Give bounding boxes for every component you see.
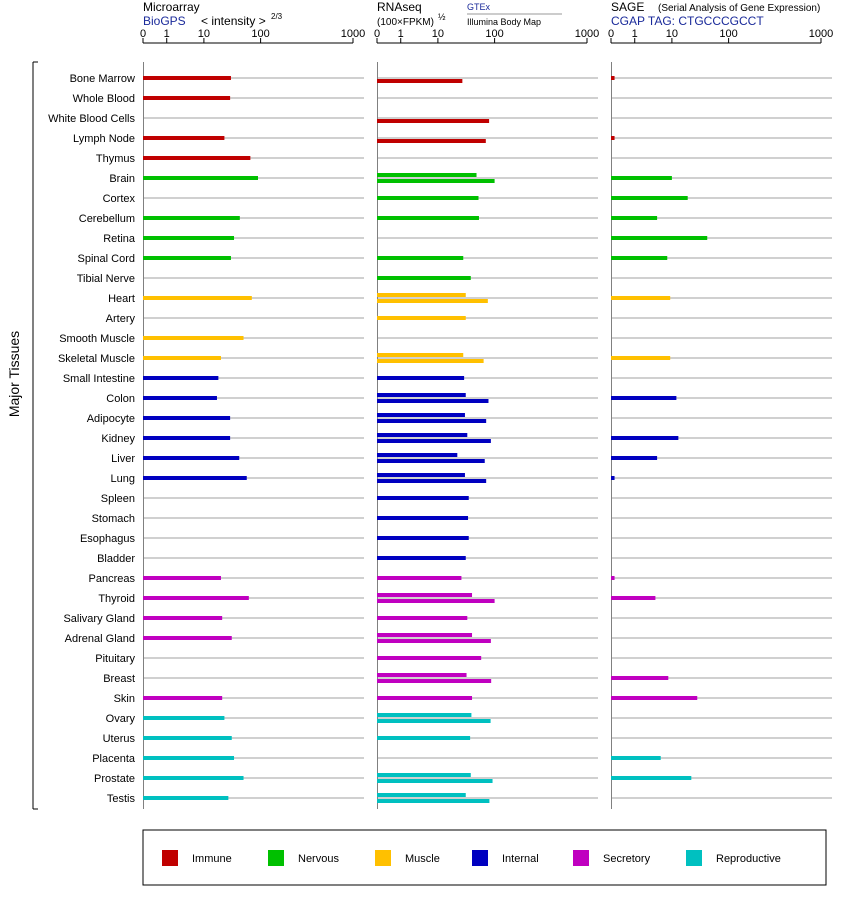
sage-tick-label: 1 — [632, 28, 638, 40]
tissue-label: Thyroid — [98, 593, 135, 605]
tissue-label: Artery — [106, 313, 136, 325]
rnaseq-title: RNAseq — [377, 0, 422, 14]
tissue-label: Prostate — [94, 773, 135, 785]
microarray-scale-exponent: 2/3 — [271, 12, 283, 21]
illumina-source: Illumina Body Map — [467, 17, 541, 27]
tissue-label: Smooth Muscle — [59, 333, 135, 345]
tissue-label: Bladder — [97, 553, 135, 565]
tissue-label: Spinal Cord — [78, 253, 135, 265]
microarray-tick-label: 10 — [198, 28, 210, 40]
gtex-source[interactable]: GTEx — [467, 2, 491, 12]
biogps-source[interactable]: BioGPS — [143, 14, 186, 28]
cgap-tag-label[interactable]: CGAP TAG: CTGCCCGCCT — [611, 14, 764, 28]
tissue-label: Tibial Nerve — [77, 273, 135, 285]
tissue-label: Spleen — [101, 493, 135, 505]
tissue-label: Ovary — [106, 713, 136, 725]
panel-headers: Microarray BioGPS < intensity > 2/3 RNAs… — [143, 0, 820, 28]
tissue-label: Liver — [111, 453, 135, 465]
sage-tick-label: 10 — [666, 28, 678, 40]
legend-swatch-nervous — [268, 850, 284, 866]
sage-subtitle: (Serial Analysis of Gene Expression) — [658, 3, 820, 14]
rnaseq-tick-label: 1 — [398, 28, 404, 40]
microarray-scale-label: < intensity > — [201, 14, 266, 28]
tissue-label: Breast — [103, 673, 135, 685]
tissue-label: Heart — [108, 293, 135, 305]
legend-frame — [142, 829, 827, 886]
legend: Immune Nervous Muscle Internal Secretory Repr… — [142, 829, 827, 886]
tissue-label: Skin — [114, 693, 135, 705]
legend-swatch-muscle — [375, 850, 391, 866]
rnaseq-scale-label: (100×FPKM) — [377, 17, 434, 28]
tissue-label: Kidney — [101, 433, 135, 445]
rnaseq-tick-label: 10 — [432, 28, 444, 40]
legend-label-internal: Internal — [502, 853, 539, 865]
panels: 0 1 10 100 1000 0 1 10 100 1000 0 1 10 100 1000 — [140, 28, 833, 809]
microarray-tick-label: 100 — [251, 28, 269, 40]
tissue-label: Skeletal Muscle — [58, 353, 135, 365]
microarray-panel: 0 1 10 100 1000 — [140, 28, 365, 809]
sage-tick-label: 1000 — [809, 28, 833, 40]
sage-panel: 0 1 10 100 1000 — [608, 28, 833, 809]
legend-label-reproductive: Reproductive — [716, 853, 781, 865]
tissue-label: Retina — [103, 233, 136, 245]
tissue-label: Salivary Gland — [63, 613, 135, 625]
tissue-label: Whole Blood — [73, 93, 135, 105]
legend-swatch-secretory — [573, 850, 589, 866]
tissue-label: White Blood Cells — [48, 113, 135, 125]
tissue-label: Esophagus — [80, 533, 136, 545]
tissue-label: Adipocyte — [87, 413, 135, 425]
tissue-label: Uterus — [103, 733, 136, 745]
sage-tick-label: 100 — [719, 28, 737, 40]
rnaseq-tick-label: 100 — [485, 28, 503, 40]
microarray-tick-label: 1 — [164, 28, 170, 40]
legend-label-secretory: Secretory — [603, 853, 651, 865]
legend-swatch-immune — [162, 850, 178, 866]
tissue-label: Colon — [106, 393, 135, 405]
legend-label-nervous: Nervous — [298, 853, 339, 865]
rnaseq-scale-exponent: ½ — [438, 12, 446, 22]
legend-label-muscle: Muscle — [405, 853, 440, 865]
legend-swatch-reproductive — [686, 850, 702, 866]
tissue-label: Cortex — [103, 193, 136, 205]
rnaseq-tick-label: 0 — [374, 28, 380, 40]
y-axis-label: Major Tissues — [6, 331, 22, 417]
tissue-labels: Bone Marrow Whole Blood White Blood Cells L… — [48, 73, 136, 805]
tissue-label: Adrenal Gland — [65, 633, 135, 645]
microarray-tick-label: 1000 — [341, 28, 365, 40]
microarray-title: Microarray — [143, 0, 200, 14]
legend-swatch-internal — [472, 850, 488, 866]
tissue-label: Pituitary — [95, 653, 135, 665]
rnaseq-panel: 0 1 10 100 1000 — [374, 28, 599, 809]
tissue-label: Thymus — [96, 153, 136, 165]
tissue-label: Brain — [109, 173, 135, 185]
tissue-label: Stomach — [92, 513, 135, 525]
tissue-label: Pancreas — [89, 573, 136, 585]
tissue-label: Cerebellum — [79, 213, 135, 225]
legend-label-immune: Immune — [192, 853, 232, 865]
rnaseq-tick-label: 1000 — [575, 28, 599, 40]
tissue-label: Testis — [107, 793, 136, 805]
sage-title: SAGE — [611, 0, 644, 14]
microarray-tick-label: 0 — [140, 28, 146, 40]
tissue-label: Placenta — [92, 753, 136, 765]
tissue-label: Lung — [111, 473, 135, 485]
y-axis: Major Tissues — [6, 61, 38, 810]
tissue-label: Bone Marrow — [70, 73, 135, 85]
sage-tick-label: 0 — [608, 28, 614, 40]
tissue-label: Lymph Node — [73, 133, 135, 145]
tissue-label: Small Intestine — [63, 373, 135, 385]
